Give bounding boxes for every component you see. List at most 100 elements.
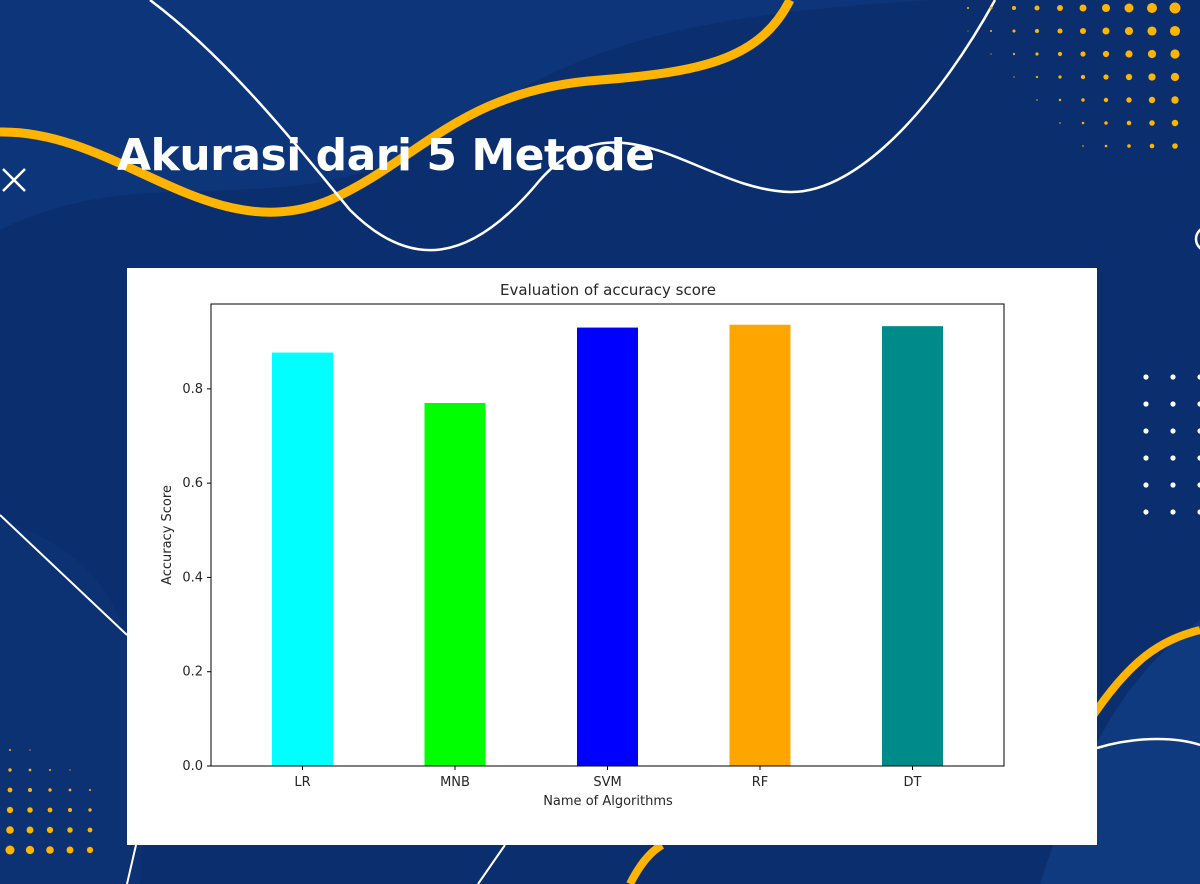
decor-dot	[28, 768, 32, 772]
decor-dot	[1104, 121, 1108, 125]
ring-icon	[1194, 228, 1200, 250]
decor-dot	[1059, 122, 1061, 124]
decor-dot	[1170, 509, 1176, 515]
decor-dot	[1147, 26, 1157, 36]
decor-dot	[1148, 73, 1156, 81]
decor-dot	[1125, 73, 1133, 81]
decor-dot	[9, 749, 11, 751]
decor-dot	[1197, 482, 1200, 488]
decor-dot	[68, 788, 72, 792]
decor-dot	[989, 6, 993, 10]
x-tick-label: SVM	[593, 775, 621, 790]
decor-dot	[1012, 29, 1016, 33]
decor-dot	[1169, 25, 1181, 37]
decor-dot	[29, 749, 31, 751]
x-axis: LR MNB SVM RF DT	[294, 766, 922, 790]
x-axis-label: Name of Algorithms	[543, 794, 673, 809]
decor-dot	[1081, 121, 1085, 125]
decor-dot	[1197, 455, 1200, 461]
orange-curve-line	[0, 0, 795, 217]
decor-dot	[69, 769, 71, 771]
decor-dot	[1102, 50, 1110, 58]
y-tick-label: 0.0	[182, 759, 203, 774]
y-axis: 0.0 0.2 0.4 0.6 0.8	[182, 382, 211, 774]
decor-dot	[1169, 2, 1181, 14]
decor-dot	[1080, 51, 1086, 57]
decor-dot	[67, 807, 73, 813]
decor-dot	[1149, 120, 1155, 126]
decor-dot	[1035, 75, 1039, 79]
decor-dot	[1143, 401, 1149, 407]
decor-dot	[1170, 374, 1176, 380]
decor-dot	[1079, 4, 1087, 12]
bar-mnb	[424, 403, 486, 766]
decor-dot	[1147, 3, 1157, 13]
decor-dot	[1170, 72, 1180, 82]
decor-dot	[1170, 401, 1176, 407]
chart-panel: Evaluation of accuracy score 0.0 0.2 0.4 0.…	[127, 268, 1097, 845]
decor-dot	[1012, 6, 1016, 10]
orange-curve-line-bottom-left	[626, 841, 665, 884]
decor-dot	[1080, 74, 1086, 80]
white-diagonal-line-2	[126, 844, 137, 884]
dot-grid-orange-bottom	[5, 749, 94, 855]
accuracy-bar-chart: Evaluation of accuracy score 0.00.20.40.…	[160, 281, 1005, 809]
decor-dot	[27, 787, 33, 793]
decor-dot	[1125, 50, 1133, 58]
decor-dot	[8, 768, 12, 772]
white-diagonal-line-3	[477, 844, 506, 884]
bars-group	[272, 324, 943, 766]
decor-dot	[5, 845, 15, 855]
bg-wave-shape	[0, 0, 1200, 230]
decor-dot	[1035, 52, 1039, 56]
decor-dot	[1057, 5, 1063, 11]
y-tick-label: 0.4	[182, 570, 203, 585]
bg-wave-shape-3	[0, 520, 145, 884]
decor-dot	[87, 827, 93, 833]
decor-dot	[1170, 482, 1176, 488]
decor-dot	[1149, 143, 1155, 149]
y-axis-label: Accuracy Score	[160, 485, 175, 585]
dot-grid-white	[1143, 374, 1200, 515]
decor-dot	[48, 788, 52, 792]
decor-dot	[7, 787, 13, 793]
decor-dot	[47, 807, 53, 813]
decor-dot	[967, 7, 969, 9]
decor-dot	[89, 789, 91, 791]
white-curve-line	[149, 0, 997, 252]
white-diagonal-line	[0, 514, 128, 636]
decor-dot	[6, 806, 14, 814]
y-tick-label: 0.8	[182, 382, 203, 397]
decor-dot	[49, 769, 51, 771]
decor-dot	[1103, 74, 1109, 80]
decor-dot	[1172, 143, 1178, 149]
decor-dot	[25, 845, 35, 855]
decor-dot	[1124, 3, 1134, 13]
decor-dot	[1143, 482, 1149, 488]
decor-dot	[1102, 27, 1110, 35]
decor-dot	[67, 827, 73, 833]
decor-dot	[1057, 51, 1063, 57]
bar-rf	[729, 324, 791, 766]
decor-dot	[1012, 52, 1016, 56]
x-tick-label: DT	[904, 775, 922, 790]
decor-dot	[1197, 374, 1200, 380]
decor-dot	[1171, 96, 1179, 104]
decor-dot	[1034, 28, 1040, 34]
decor-dot	[989, 29, 993, 33]
decor-dot	[1104, 144, 1108, 148]
decor-dot	[26, 826, 34, 834]
decor-dot	[46, 826, 54, 834]
decor-dot	[1102, 4, 1110, 12]
decor-dot	[1127, 144, 1131, 148]
y-tick-label: 0.6	[182, 476, 203, 491]
decor-dot	[967, 30, 969, 32]
bar-lr	[272, 352, 333, 766]
decor-dot	[1143, 455, 1149, 461]
decor-dot	[88, 808, 92, 812]
decor-dot	[1170, 428, 1176, 434]
decor-dot	[1126, 97, 1132, 103]
decor-dot	[1103, 97, 1109, 103]
decor-dot	[1058, 98, 1062, 102]
